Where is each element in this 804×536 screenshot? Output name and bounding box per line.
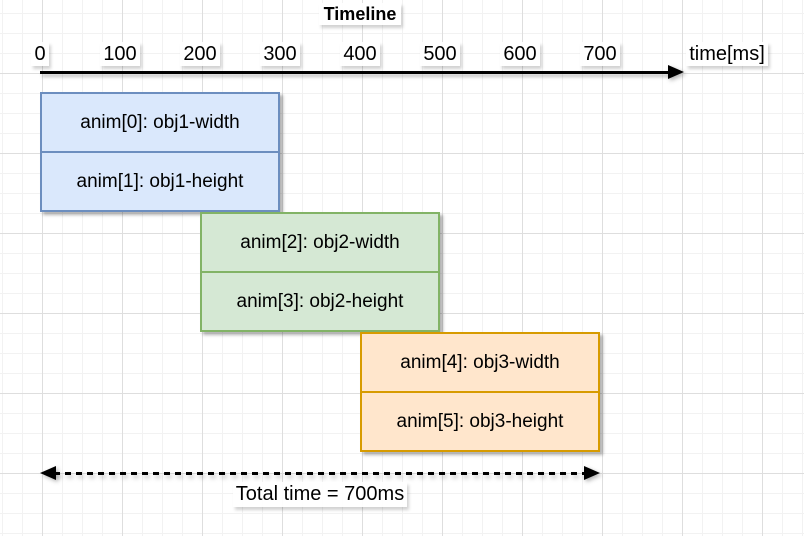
axis-tick-500: 500	[400, 42, 480, 66]
axis-tick-label: 300	[260, 42, 300, 66]
anim-bar-obj2-height: anim[3]: obj2-height	[236, 290, 404, 312]
axis-tick-label: 600	[500, 42, 540, 66]
axis-tick-label: 0	[31, 42, 49, 66]
axis-tick-0: 0	[0, 42, 80, 66]
anim-bar-obj2-width: anim[2]: obj2-width	[202, 214, 438, 273]
diagram-title-label: Timeline	[318, 3, 402, 25]
total-time-label: Total time = 700ms	[120, 482, 520, 507]
anim-group-obj3: anim[4]: obj3-width anim[5]: obj3-height	[360, 332, 600, 452]
anim-bar-obj1-height: anim[1]: obj1-height	[76, 170, 244, 192]
axis-tick-label: 100	[100, 42, 140, 66]
axis-tick-200: 200	[160, 42, 240, 66]
axis-tick-label: 700	[580, 42, 620, 66]
time-axis-line	[40, 71, 670, 74]
anim-bar-obj1-width: anim[0]: obj1-width	[42, 94, 278, 153]
diagram-title: Timeline	[300, 3, 420, 25]
total-arrow-dashed-line	[54, 472, 586, 475]
axis-tick-100: 100	[80, 42, 160, 66]
anim-bar-obj3-height: anim[5]: obj3-height	[396, 410, 564, 432]
axis-tick-700: 700	[560, 42, 640, 66]
axis-tick-300: 300	[240, 42, 320, 66]
axis-tick-label: 400	[340, 42, 380, 66]
axis-unit-label: time[ms]	[662, 42, 792, 66]
total-time-text: Total time = 700ms	[232, 482, 408, 507]
axis-tick-label: 200	[180, 42, 220, 66]
total-arrow-left-arrowhead-icon	[40, 466, 56, 480]
total-arrow-right-arrowhead-icon	[584, 466, 600, 480]
anim-group-obj1: anim[0]: obj1-width anim[1]: obj1-height	[40, 92, 280, 212]
anim-group-obj2: anim[2]: obj2-width anim[3]: obj2-height	[200, 212, 440, 332]
axis-tick-400: 400	[320, 42, 400, 66]
anim-bar-obj3-width: anim[4]: obj3-width	[362, 334, 598, 393]
axis-unit-text: time[ms]	[686, 42, 768, 66]
axis-tick-label: 500	[420, 42, 460, 66]
axis-tick-600: 600	[480, 42, 560, 66]
time-axis-arrowhead-icon	[668, 65, 684, 79]
